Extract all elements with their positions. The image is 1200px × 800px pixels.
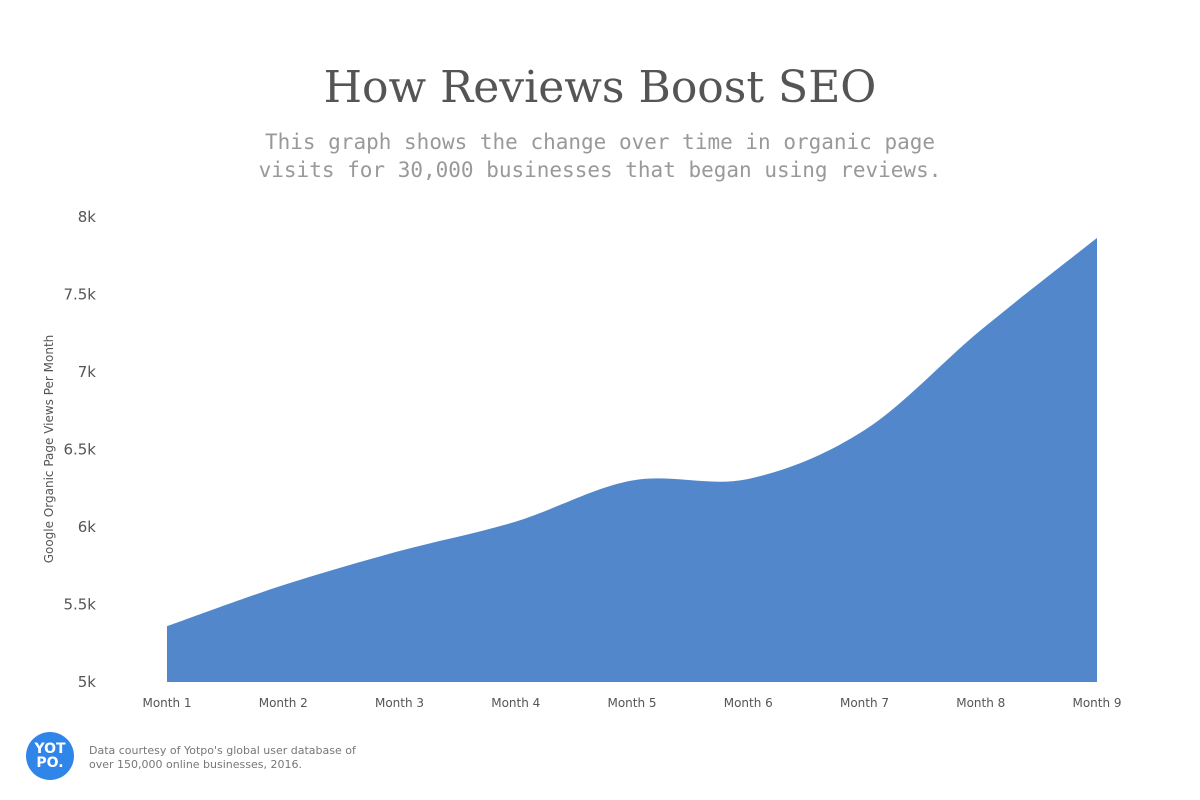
x-tick-label: Month 3 [375, 696, 424, 710]
y-tick-label: 6k [78, 518, 97, 536]
area-series [167, 237, 1097, 683]
yotpo-logo: YOT PO. [26, 732, 74, 780]
footnote-line-2: over 150,000 online businesses, 2016. [89, 758, 302, 771]
footnote-line-1: Data courtesy of Yotpo's global user dat… [89, 744, 356, 757]
x-tick-label: Month 8 [956, 696, 1005, 710]
x-tick-label: Month 1 [142, 696, 191, 710]
footnote: Data courtesy of Yotpo's global user dat… [89, 744, 379, 772]
x-tick-label: Month 7 [840, 696, 889, 710]
x-tick-label: Month 2 [259, 696, 308, 710]
y-tick-label: 6.5k [63, 441, 96, 459]
y-tick-label: 8k [78, 208, 97, 226]
x-tick-label: Month 5 [607, 696, 656, 710]
chart-title: How Reviews Boost SEO [323, 62, 877, 113]
y-tick-label: 7.5k [63, 286, 96, 304]
y-tick-label: 5k [78, 673, 97, 691]
y-axis-label: Google Organic Page Views Per Month [42, 335, 56, 564]
x-tick-label: Month 6 [724, 696, 773, 710]
y-tick-label: 7k [78, 363, 97, 381]
x-tick-label: Month 4 [491, 696, 540, 710]
chart-subtitle: This graph shows the change over time in… [258, 130, 942, 182]
y-tick-label: 5.5k [63, 596, 96, 614]
x-tick-label: Month 9 [1072, 696, 1121, 710]
